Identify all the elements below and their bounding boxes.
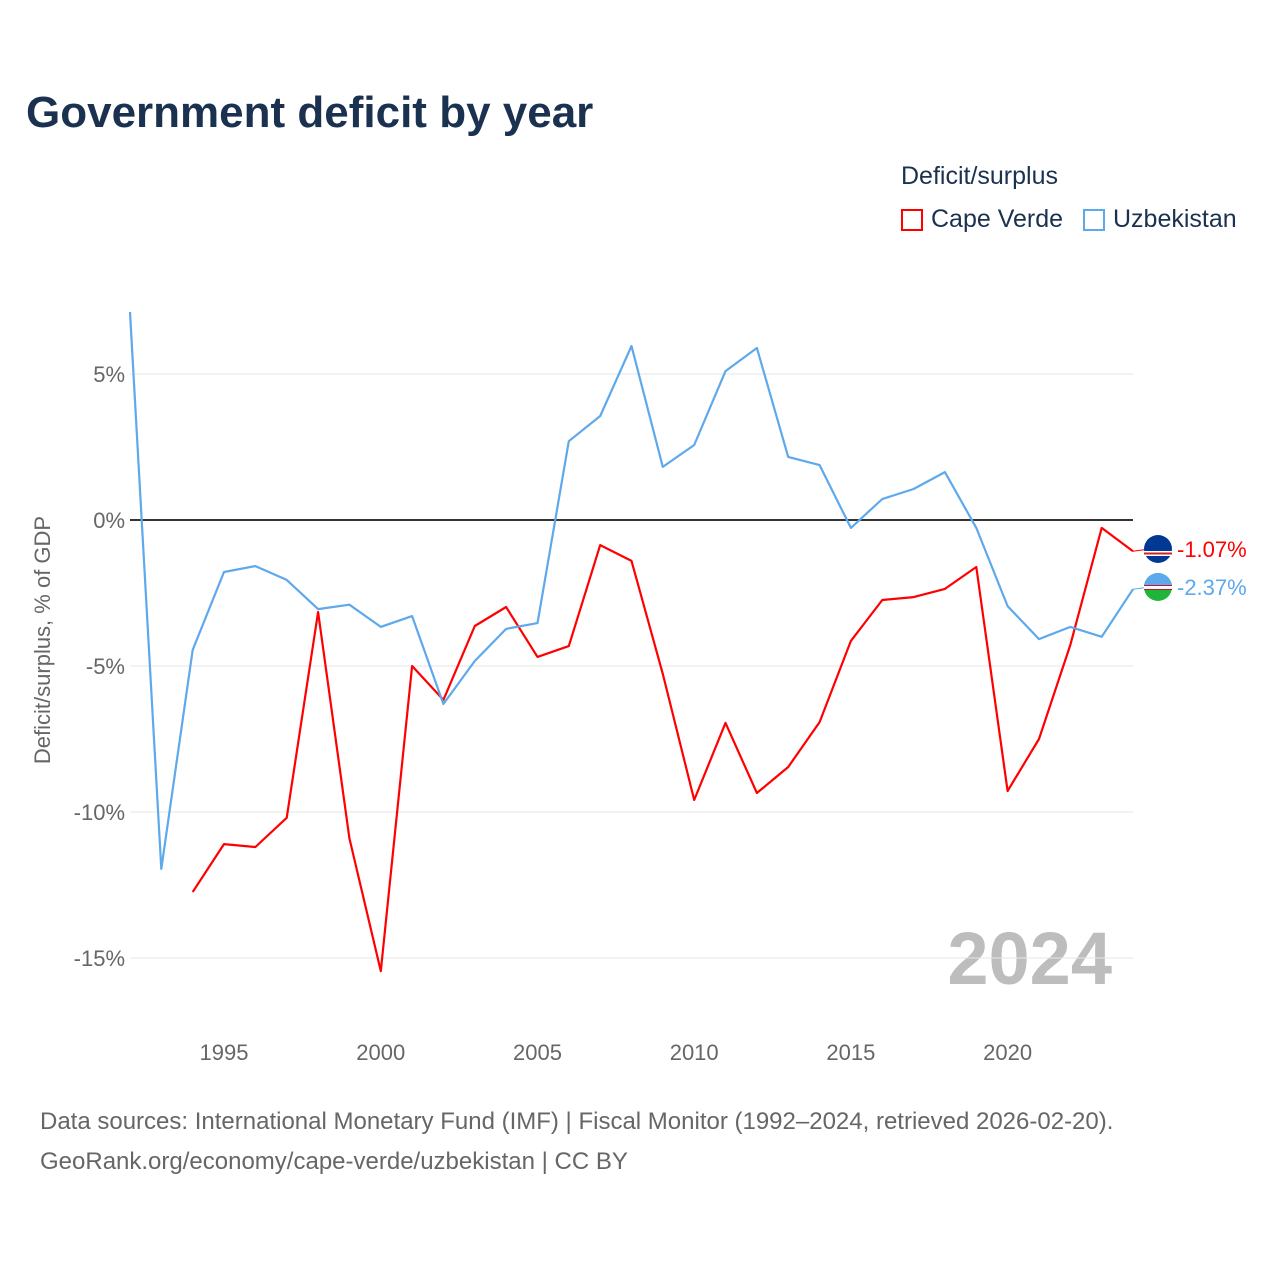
x-tick-label: 2015 (826, 1040, 875, 1065)
flag-stripe (1144, 589, 1172, 590)
legend-label: Cape Verde (931, 205, 1064, 233)
x-tick-label: 2005 (513, 1040, 562, 1065)
x-tick-label: 1995 (200, 1040, 249, 1065)
x-tick-label: 2020 (983, 1040, 1032, 1065)
legend-label: Uzbekistan (1113, 205, 1237, 233)
flag-stripe (1144, 552, 1172, 555)
legend-swatch-cape-verde (901, 208, 923, 231)
legend-title: Deficit/surplus (901, 162, 1058, 190)
legend-swatch-uzbekistan (1083, 208, 1105, 231)
y-tick-label: -5% (86, 654, 125, 679)
series-line-cape-verde (191, 526, 1134, 973)
y-axis-label: Deficit/surplus, % of GDP (30, 516, 55, 764)
source-link[interactable]: GeoRank.org/economy/cape-verde/uzbekista… (40, 1148, 628, 1175)
chart-title: Government deficit by year (26, 88, 594, 137)
legend-item-cape-verde[interactable]: Cape Verde (901, 205, 1063, 234)
end-value-label: -2.37% (1177, 575, 1247, 600)
x-tick-label: 2010 (670, 1040, 719, 1065)
flag-stripe (1144, 585, 1172, 590)
y-tick-label: -10% (74, 800, 125, 825)
legend-item-uzbekistan[interactable]: Uzbekistan (1083, 205, 1237, 234)
flag-cape-verde-icon (1144, 535, 1172, 563)
x-tick-label: 2000 (356, 1040, 405, 1065)
series-line-uzbekistan (128, 312, 1134, 871)
y-tick-label: 5% (93, 362, 125, 387)
flag-stripe (1144, 573, 1172, 587)
y-tick-label: 0% (93, 508, 125, 533)
end-value-label: -1.07% (1177, 537, 1247, 562)
y-tick-label: -15% (74, 946, 125, 971)
flag-stripe (1144, 585, 1172, 586)
source-text: Data sources: International Monetary Fun… (40, 1108, 1114, 1135)
